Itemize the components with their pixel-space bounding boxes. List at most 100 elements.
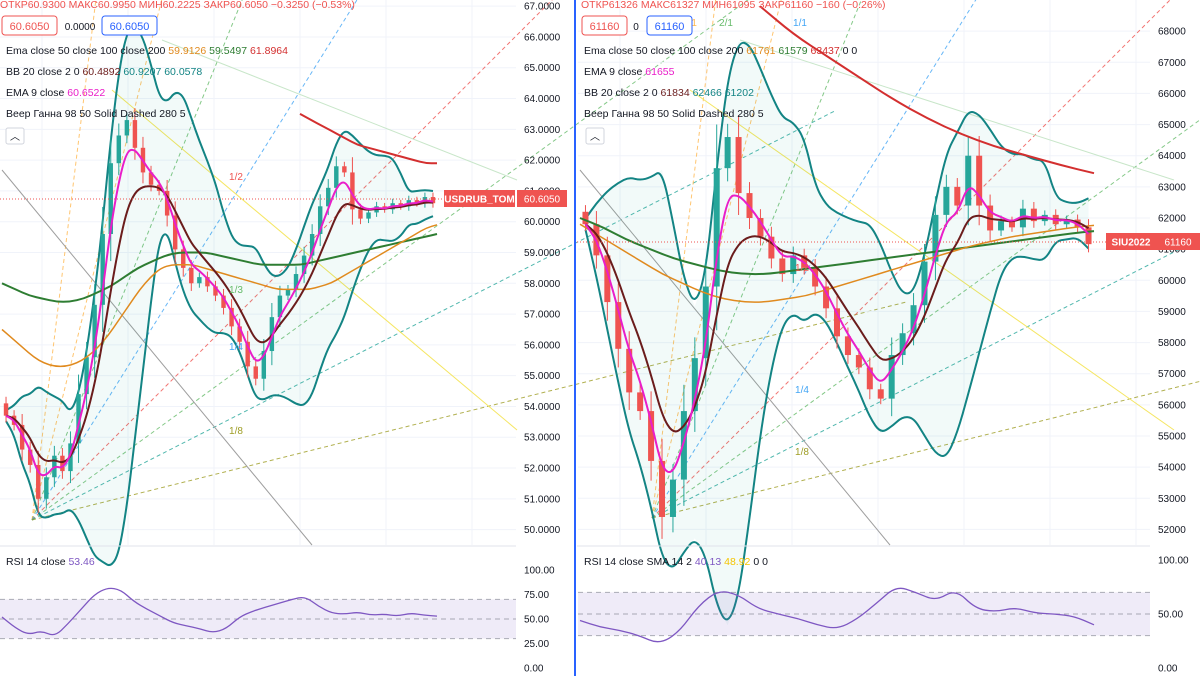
left-panel[interactable]: 1/2 1/3 1/4 1/8 100.00 75.00 50.00 25.00 0.00 RS… [0, 0, 906, 675]
rsi-tick-label: 75.00 [524, 590, 549, 601]
candle-body [285, 289, 291, 296]
indicator-legend-label: Веер Ганна 98 50 Solid Dashed 280 5 [584, 108, 764, 120]
rsi-legend-label: RSI 14 close SMA 14 2 [584, 556, 695, 568]
y-tick-label: 67.0000 [524, 2, 561, 13]
gann-ray [161, 39, 518, 181]
right-price-tag-bg [1156, 233, 1200, 250]
left-ohlc-text: ОТКР60.9300 МАКС60.9950 МИН60.2225 ЗАКР6… [0, 0, 355, 11]
right-candles [582, 115, 1092, 539]
left-gann-labels: 1/2 1/3 1/4 1/8 [229, 172, 243, 437]
left-price-label: 60.6050 [524, 195, 561, 206]
candle-body [19, 424, 25, 450]
gann-ray [651, 119, 1200, 519]
gann-label: 1/3 [229, 285, 243, 296]
right-sell-price: 61160 [590, 21, 620, 33]
y-tick-label: 64000 [1158, 151, 1186, 162]
gann-ray [111, 89, 518, 431]
rsi-legend-value: 40.13 [695, 556, 724, 568]
right-top-bar: ОТКР61326 МАКС61327 МИН61095 ЗАКР61160 −… [581, 0, 886, 36]
y-tick-label: 59.0000 [524, 248, 561, 259]
candle-body [768, 236, 775, 259]
rsi-legend-label: RSI 14 close [6, 556, 68, 568]
y-tick-label: 60.0000 [524, 217, 561, 228]
indicator-legend-label: BB 20 close 2 0 [6, 66, 82, 78]
candle-body [855, 355, 862, 368]
candle-body [998, 221, 1005, 231]
candle-body [790, 255, 797, 275]
y-tick-label: 57000 [1158, 369, 1186, 380]
gann-label: 1/2 [229, 172, 243, 183]
bollinger-lower-line [5, 215, 434, 567]
indicator-legend-value: 60.6522 [67, 87, 105, 99]
candle-body [326, 187, 331, 207]
candle-body [261, 351, 267, 379]
candle-body [164, 190, 170, 216]
y-tick-label: 56000 [1158, 400, 1186, 411]
candle-body [148, 172, 154, 185]
y-tick-label: 65.0000 [524, 63, 561, 74]
candle-body [3, 403, 9, 416]
candle-body [713, 168, 720, 287]
left-bollinger-bands [5, 25, 434, 567]
indicator-legend-label: Веер Ганна 98 50 Solid Dashed 280 5 [6, 108, 186, 120]
y-tick-label: 62000 [1158, 214, 1186, 225]
candle-body [691, 358, 698, 412]
rsi-tick-label: 0.00 [1158, 664, 1178, 675]
candle-body [1063, 219, 1070, 225]
candle-body [866, 367, 873, 390]
left-collapse-button[interactable] [5, 127, 25, 145]
y-tick-label: 67000 [1158, 58, 1186, 69]
candle-body [1008, 221, 1015, 228]
indicator-legend-value: 59.5497 [209, 45, 250, 57]
candle-body [350, 172, 355, 210]
candle-body [366, 212, 371, 219]
gann-ray [31, 0, 749, 521]
candle-body [60, 455, 65, 472]
candle-body [812, 267, 819, 287]
right-price-label: 61160 [1164, 238, 1192, 249]
candle-body [965, 155, 972, 206]
chevron-up-icon[interactable]: ︿ [10, 132, 20, 143]
gann-ray [31, 301, 906, 521]
candle-body [844, 336, 851, 356]
ema-9-line [584, 187, 1090, 473]
candle-body [899, 333, 906, 356]
gann-ray [739, 39, 1175, 181]
y-tick-label: 60000 [1158, 276, 1186, 287]
left-symbol-label: USDRUB_TOM [444, 195, 514, 206]
right-sell-button[interactable] [581, 15, 628, 36]
right-buy-price: 61160 [655, 21, 685, 33]
y-tick-label: 54000 [1158, 463, 1186, 474]
candle-body [181, 249, 186, 268]
left-sell-button[interactable] [1, 15, 58, 36]
rsi-tick-label: 50.00 [524, 615, 549, 626]
gann-label: 1/4 [795, 385, 809, 396]
y-tick-label: 53.0000 [524, 433, 561, 444]
right-buy-button[interactable] [646, 15, 693, 36]
rsi-tick-label: 100.00 [524, 566, 555, 577]
rsi-line [1, 587, 438, 636]
candle-body [27, 449, 33, 465]
candle-body [724, 137, 731, 169]
y-tick-label: 52.0000 [524, 464, 561, 475]
candle-body [253, 366, 258, 379]
candle-body [132, 120, 138, 148]
right-symbol-label: SIU2022 [1112, 238, 1151, 249]
candle-body [833, 308, 841, 337]
indicator-legend-value: 61655 [645, 66, 674, 78]
candle-body [197, 277, 202, 284]
right-collapse-button[interactable] [585, 127, 605, 145]
rsi-legend: RSI 14 close 53.46 [6, 556, 95, 568]
ema-100-line [579, 217, 1095, 276]
indicator-legend-value: 61579 [778, 45, 810, 57]
y-tick-label: 63000 [1158, 182, 1186, 193]
indicator-legend-value: 63437 [811, 45, 843, 57]
candle-body [245, 341, 250, 367]
chevron-up-icon[interactable]: ︿ [590, 132, 600, 143]
candle-body [84, 357, 89, 395]
left-buy-button[interactable] [101, 15, 158, 36]
